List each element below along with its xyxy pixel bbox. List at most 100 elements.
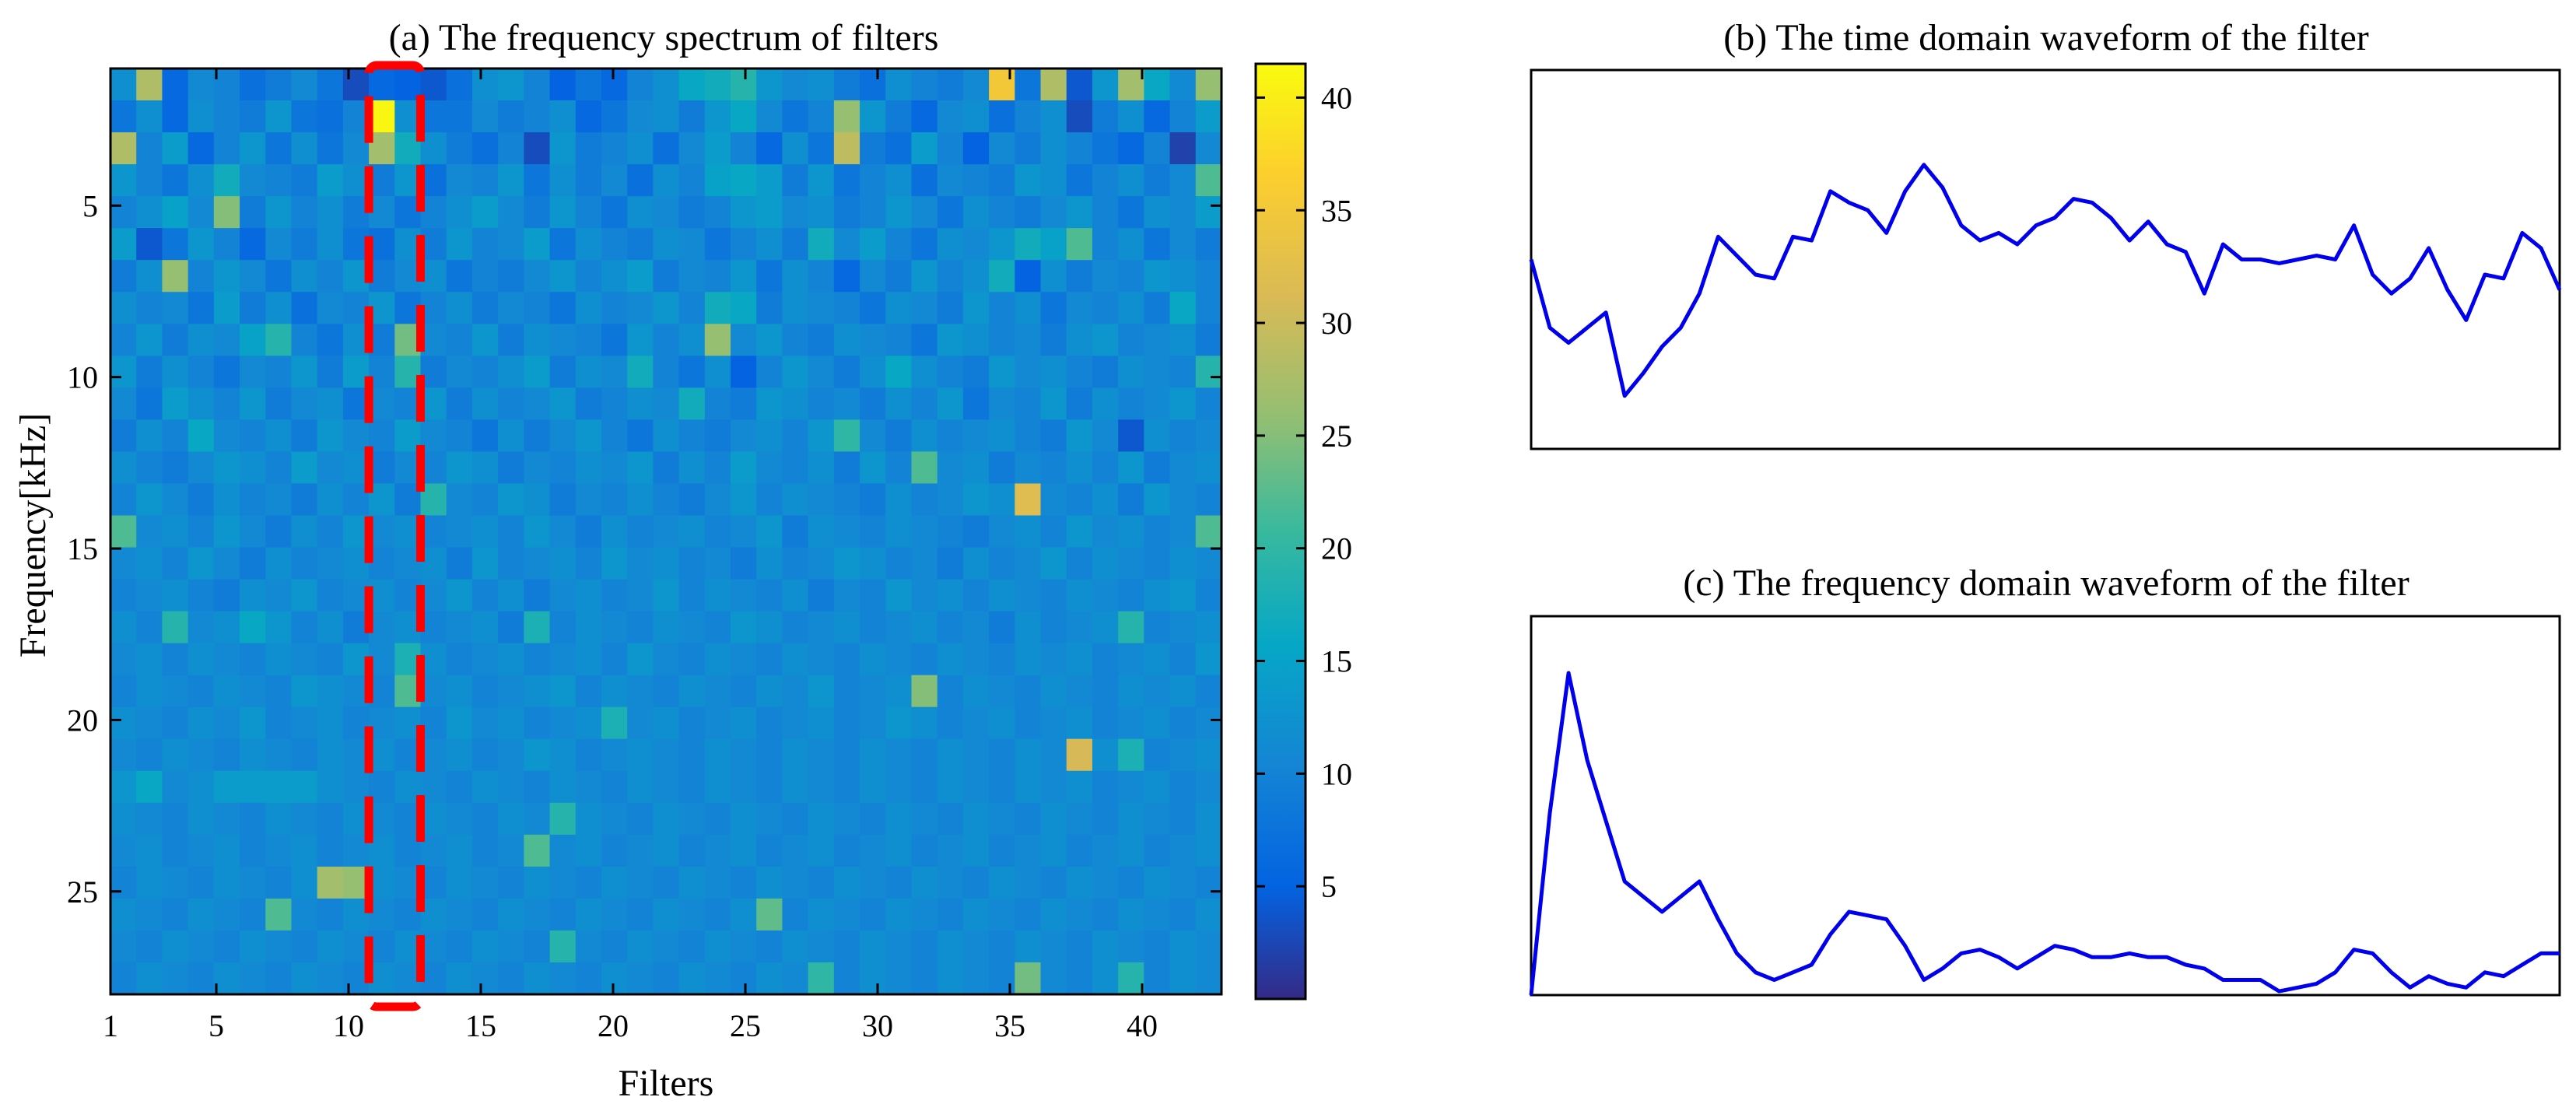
heatmap-cell <box>549 228 577 261</box>
heatmap-cell <box>731 324 757 356</box>
heatmap-cell <box>833 164 860 197</box>
heatmap-cell <box>549 196 577 229</box>
heatmap-cell <box>291 515 318 548</box>
heatmap-cell <box>1040 68 1067 101</box>
heatmap-cell <box>731 196 757 229</box>
heatmap-cell <box>911 866 938 899</box>
heatmap-cell <box>265 930 293 963</box>
heatmap-cell <box>678 451 706 485</box>
heatmap-cell <box>1015 483 1042 517</box>
heatmap-cell <box>601 68 628 101</box>
heatmap-cell <box>627 962 654 995</box>
heatmap-cell <box>498 483 524 517</box>
heatmap-cell <box>549 387 577 420</box>
heatmap-cell <box>291 483 318 517</box>
heatmap-cell <box>136 515 163 548</box>
heatmap-cell <box>446 196 473 229</box>
heatmap-cell <box>549 132 577 165</box>
heatmap-cell <box>498 579 524 612</box>
heatmap-cell <box>213 387 240 420</box>
heatmap-cell <box>524 164 551 197</box>
colorbar-tick-label: 35 <box>1321 193 1352 228</box>
heatmap-cell <box>575 675 602 708</box>
heatmap-cell <box>1144 738 1171 772</box>
heatmap-cell <box>162 451 189 485</box>
heatmap-cell <box>575 898 602 931</box>
heatmap-cell <box>989 68 1015 101</box>
heatmap-cell <box>162 324 189 356</box>
heatmap-cell <box>265 483 293 517</box>
heatmap-cell <box>1144 419 1171 453</box>
heatmap-cell <box>188 770 215 804</box>
heatmap-cell <box>808 132 835 165</box>
heatmap-cell <box>213 643 240 676</box>
heatmap-cell <box>911 164 938 197</box>
heatmap-cell <box>420 930 447 963</box>
heatmap-cell <box>860 164 886 197</box>
heatmap-cell <box>136 579 163 612</box>
heatmap-cell <box>291 356 318 388</box>
heatmap-cell <box>704 738 731 772</box>
heatmap-cell <box>291 451 318 485</box>
colorbar-tick-label: 40 <box>1321 80 1352 115</box>
heatmap-cell <box>471 228 499 261</box>
heatmap-cell <box>962 196 990 229</box>
heatmap-cell <box>1015 324 1042 356</box>
heatmap-cell <box>265 196 293 229</box>
heatmap-cell <box>162 196 189 229</box>
heatmap-cell <box>524 132 551 165</box>
heatmap-cell <box>885 68 913 101</box>
heatmap-cell <box>833 132 860 165</box>
heatmap-cell <box>524 579 551 612</box>
heatmap-cell <box>188 387 215 420</box>
heatmap-cell <box>989 834 1015 867</box>
heatmap-cell <box>420 515 447 548</box>
heatmap-cell <box>1092 898 1119 931</box>
heatmap-cell <box>860 483 886 517</box>
heatmap-cell <box>136 324 163 356</box>
heatmap-cell <box>885 132 913 165</box>
heatmap-cell <box>704 515 731 548</box>
heatmap-cell <box>860 451 886 485</box>
heatmap-cell <box>446 675 473 708</box>
heatmap-cell <box>731 228 757 261</box>
heatmap-cell <box>678 356 706 388</box>
heatmap-cell <box>575 611 602 644</box>
heatmap-cell <box>291 228 318 261</box>
heatmap-cell <box>937 324 964 356</box>
heatmap-cell <box>962 419 990 453</box>
heatmap-cell <box>653 834 680 867</box>
heatmap-cell <box>1195 738 1222 772</box>
heatmap-cell <box>1066 228 1093 261</box>
heatmap-cell <box>911 898 938 931</box>
heatmap-cell <box>291 387 318 420</box>
heatmap-cell <box>291 706 318 740</box>
heatmap-cell <box>1015 292 1042 324</box>
heatmap-cell <box>240 196 266 229</box>
heatmap-cell <box>240 706 266 740</box>
heatmap-cell <box>860 706 886 740</box>
heatmap-cell <box>653 228 680 261</box>
heatmap-cell <box>471 164 499 197</box>
heatmap-cell <box>240 930 266 963</box>
heatmap-cell <box>213 100 240 133</box>
heatmap-cell <box>136 611 163 644</box>
heatmap-cell <box>162 132 189 165</box>
heatmap-cell <box>291 132 318 165</box>
heatmap-cell <box>188 100 215 133</box>
heatmap-cell <box>653 292 680 324</box>
heatmap-cell <box>937 515 964 548</box>
heatmap-cell <box>937 675 964 708</box>
heatmap-cell <box>524 387 551 420</box>
heatmap-cell <box>1169 866 1197 899</box>
heatmap-cell <box>162 643 189 676</box>
heatmap-cell <box>627 164 654 197</box>
heatmap-cell <box>188 196 215 229</box>
heatmap-cell <box>498 547 524 580</box>
heatmap-cell <box>136 292 163 324</box>
colorbar: 5 10 15 20 25 30 35 40 <box>1254 62 1352 1001</box>
heatmap-cell <box>937 611 964 644</box>
heatmap-cell <box>1118 387 1144 420</box>
heatmap-cell <box>860 387 886 420</box>
heatmap-cell <box>369 930 395 963</box>
